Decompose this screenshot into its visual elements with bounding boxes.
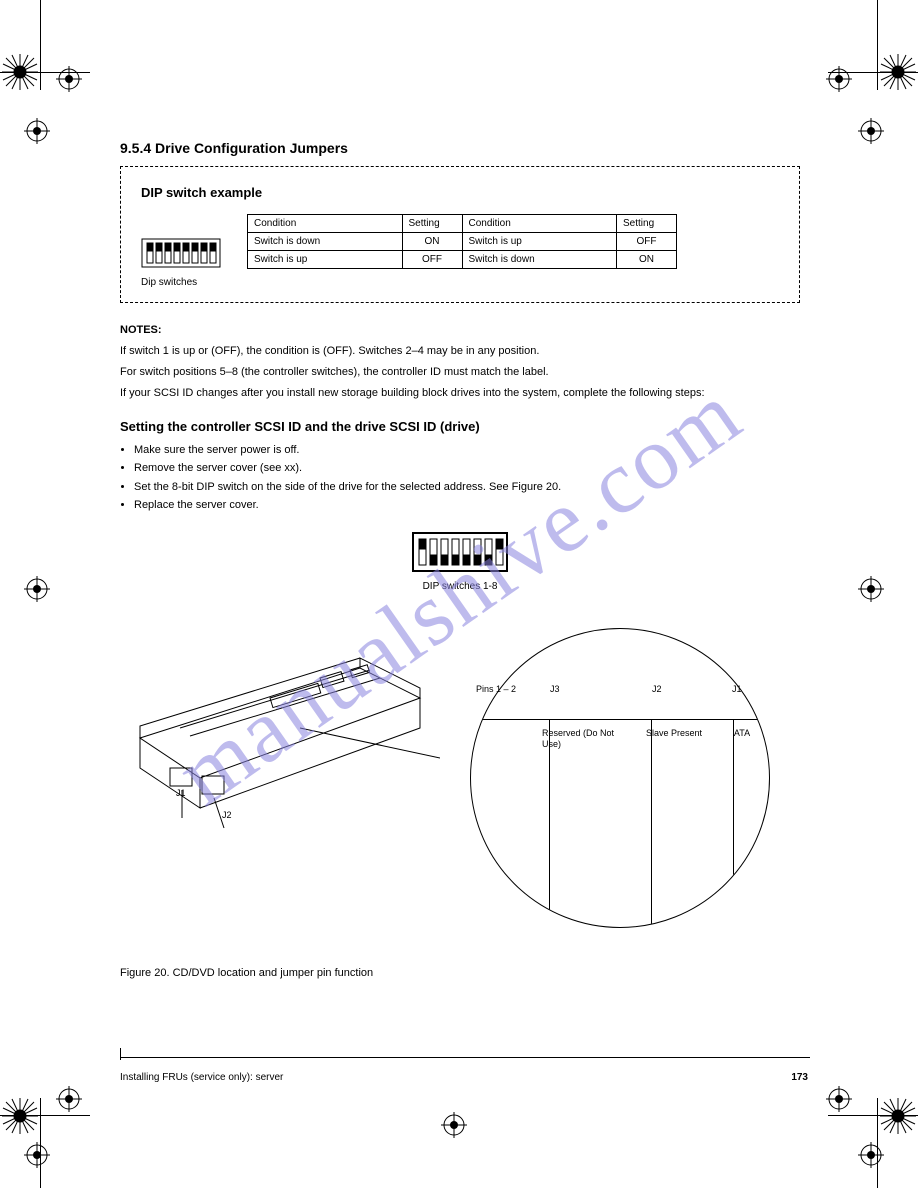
jumper-label-j1: J1 <box>176 788 186 798</box>
table-cell: ON <box>617 251 677 269</box>
footer-text: Installing FRUs (service only): server <box>120 1072 283 1083</box>
table-cell: Switch is down <box>462 251 617 269</box>
registration-target-icon <box>56 66 92 102</box>
registration-target-icon <box>24 1142 60 1178</box>
table-cell: ON <box>402 233 462 251</box>
drive-illustration: J1 J2 <box>120 618 440 843</box>
table-header: Condition <box>462 215 617 233</box>
registration-target-icon <box>858 118 894 154</box>
circle-label-j1: J1 <box>732 684 742 695</box>
table-header: Setting <box>617 215 677 233</box>
jumper-detail-circle: Pins 1 – 2 J3 J2 J1 Reserved (Do Not Use… <box>460 618 790 948</box>
example-box-title: DIP switch example <box>141 185 779 200</box>
circle-label-pins: Pins 1 – 2 <box>476 684 530 695</box>
list-item: Remove the server cover (see xx). <box>134 460 800 477</box>
sub-heading: Setting the controller SCSI ID and the d… <box>120 419 800 434</box>
page-number: 173 <box>791 1072 808 1083</box>
registration-target-icon <box>24 118 60 154</box>
step-list: Make sure the server power is off. Remov… <box>120 442 800 514</box>
registration-spoke-icon <box>880 1098 916 1134</box>
note-text: If switch 1 is up or (OFF), the conditio… <box>120 344 800 359</box>
registration-target-icon <box>826 66 862 102</box>
registration-target-icon <box>441 1112 477 1148</box>
registration-target-icon <box>826 1086 862 1122</box>
footer-tick <box>120 1048 121 1060</box>
crop-mark <box>40 0 41 90</box>
figure-caption: Figure 20. CD/DVD location and jumper pi… <box>120 966 800 981</box>
table-cell: Switch is down <box>248 233 403 251</box>
circle-label-j3: J3 <box>550 684 560 695</box>
crop-mark <box>877 0 878 90</box>
dip-switch-center-icon: DIP switches 1-8 <box>120 532 800 592</box>
dip-switch-label: Dip switches <box>141 277 221 288</box>
dip-switch-example-icon: Dip switches <box>141 238 221 288</box>
table-header: Setting <box>402 215 462 233</box>
figure-row: J1 J2 Pins 1 – 2 J3 J2 J1 Reserved (Do N… <box>120 618 800 948</box>
table-cell: OFF <box>402 251 462 269</box>
registration-target-icon <box>56 1086 92 1122</box>
list-item: Set the 8-bit DIP switch on the side of … <box>134 479 800 496</box>
note-text: For switch positions 5–8 (the controller… <box>120 365 800 380</box>
table-cell: OFF <box>617 233 677 251</box>
circle-label-col1: Reserved (Do Not Use) <box>542 728 632 750</box>
footer-rule <box>120 1057 810 1058</box>
dip-center-label: DIP switches 1-8 <box>120 581 800 592</box>
table-cell: Switch is up <box>462 233 617 251</box>
circle-label-col3: ATA <box>728 728 756 739</box>
list-item: Make sure the server power is off. <box>134 442 800 459</box>
list-item: Replace the server cover. <box>134 497 800 514</box>
page-content: 9.5.4 Drive Configuration Jumpers DIP sw… <box>120 140 800 987</box>
table-header: Condition <box>248 215 403 233</box>
settings-table: Condition Setting Condition Setting Swit… <box>247 214 677 269</box>
registration-target-icon <box>24 576 60 612</box>
jumper-label-j2: J2 <box>222 810 232 820</box>
registration-target-icon <box>858 576 894 612</box>
registration-spoke-icon <box>2 1098 38 1134</box>
body-paragraph: If your SCSI ID changes after you instal… <box>120 386 800 401</box>
section-heading: 9.5.4 Drive Configuration Jumpers <box>120 140 800 156</box>
registration-target-icon <box>858 1142 894 1178</box>
registration-spoke-icon <box>880 54 916 90</box>
table-cell: Switch is up <box>248 251 403 269</box>
notes-heading: NOTES: <box>120 323 800 338</box>
table-row: Switch is up OFF Switch is down ON <box>248 251 677 269</box>
circle-label-col2: Slave Present <box>646 728 716 739</box>
table-row: Switch is down ON Switch is up OFF <box>248 233 677 251</box>
example-box: DIP switch example Dip sw <box>120 166 800 303</box>
circle-label-j2: J2 <box>652 684 662 695</box>
registration-spoke-icon <box>2 54 38 90</box>
